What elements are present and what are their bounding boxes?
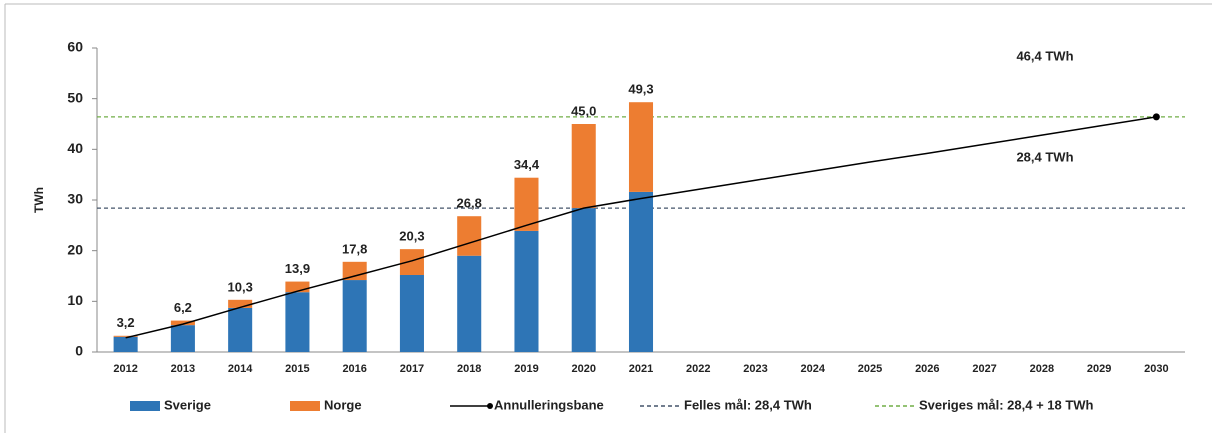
x-tick-label: 2024	[801, 363, 826, 375]
x-tick-label: 2015	[285, 363, 309, 375]
total-label: 45,0	[571, 103, 596, 118]
legend-label: Annulleringsbane	[494, 397, 604, 412]
y-axis-label: TWh	[32, 187, 46, 213]
x-tick-label: 2022	[686, 363, 710, 375]
total-label: 26,8	[457, 196, 482, 211]
x-tick-label: 2025	[858, 363, 882, 375]
total-label: 13,9	[285, 261, 310, 276]
bar	[628, 191, 654, 352]
legend-label: Norge	[324, 397, 362, 412]
bar	[228, 307, 253, 352]
x-tick-label: 2026	[915, 363, 939, 375]
bar	[628, 102, 654, 192]
total-label: 17,8	[342, 241, 367, 256]
x-tick-label: 2023	[743, 363, 767, 375]
bar	[514, 230, 539, 352]
y-tick-label: 30	[67, 191, 83, 207]
y-tick-label: 10	[67, 292, 83, 308]
bar	[285, 292, 310, 352]
total-label: 49,3	[628, 82, 653, 97]
bar	[399, 274, 424, 352]
y-tick-label: 50	[67, 89, 83, 105]
y-tick-label: 60	[67, 39, 83, 55]
legend-marker	[487, 403, 493, 409]
bar	[170, 325, 195, 352]
y-tick-label: 40	[67, 140, 83, 156]
bar	[571, 124, 596, 209]
legend-label: Felles mål: 28,4 TWh	[684, 397, 812, 412]
x-tick-label: 2029	[1087, 363, 1111, 375]
bar	[571, 208, 596, 352]
x-tick-label: 2017	[400, 363, 424, 375]
legend-label: Sverige	[164, 397, 211, 412]
bar	[170, 320, 195, 326]
line	[125, 116, 1157, 339]
total-label: 20,3	[399, 229, 424, 244]
x-tick-label: 2013	[171, 363, 195, 375]
annotation: 28,4 TWh	[1016, 150, 1073, 165]
bar	[399, 249, 424, 275]
x-tick-label: 2012	[113, 363, 137, 375]
annotation: 46,4 TWh	[1016, 48, 1073, 63]
x-tick-label: 2016	[342, 363, 366, 375]
bar	[113, 336, 138, 352]
bar	[285, 281, 310, 293]
legend-swatch	[290, 401, 320, 411]
total-label: 6,2	[174, 300, 192, 315]
line-marker	[1152, 113, 1160, 121]
y-tick-label: 20	[67, 241, 83, 257]
y-tick-label: 0	[75, 343, 83, 359]
bar	[514, 177, 539, 231]
bar	[113, 335, 138, 337]
total-label: 34,4	[514, 157, 540, 172]
bar	[342, 261, 367, 281]
bar	[457, 216, 482, 256]
x-tick-label: 2027	[972, 363, 996, 375]
x-tick-label: 2019	[514, 363, 538, 375]
x-tick-label: 2014	[228, 363, 253, 375]
total-label: 3,2	[117, 315, 135, 330]
bar	[342, 280, 367, 352]
x-tick-label: 2030	[1144, 363, 1168, 375]
x-tick-label: 2018	[457, 363, 481, 375]
bar	[228, 299, 253, 308]
bar	[457, 255, 482, 352]
x-tick-label: 2021	[629, 363, 653, 375]
legend-label: Sveriges mål: 28,4 + 18 TWh	[919, 397, 1094, 412]
x-tick-label: 2020	[571, 363, 595, 375]
total-label: 10,3	[228, 279, 253, 294]
legend-swatch	[130, 401, 160, 411]
x-tick-label: 2028	[1030, 363, 1054, 375]
